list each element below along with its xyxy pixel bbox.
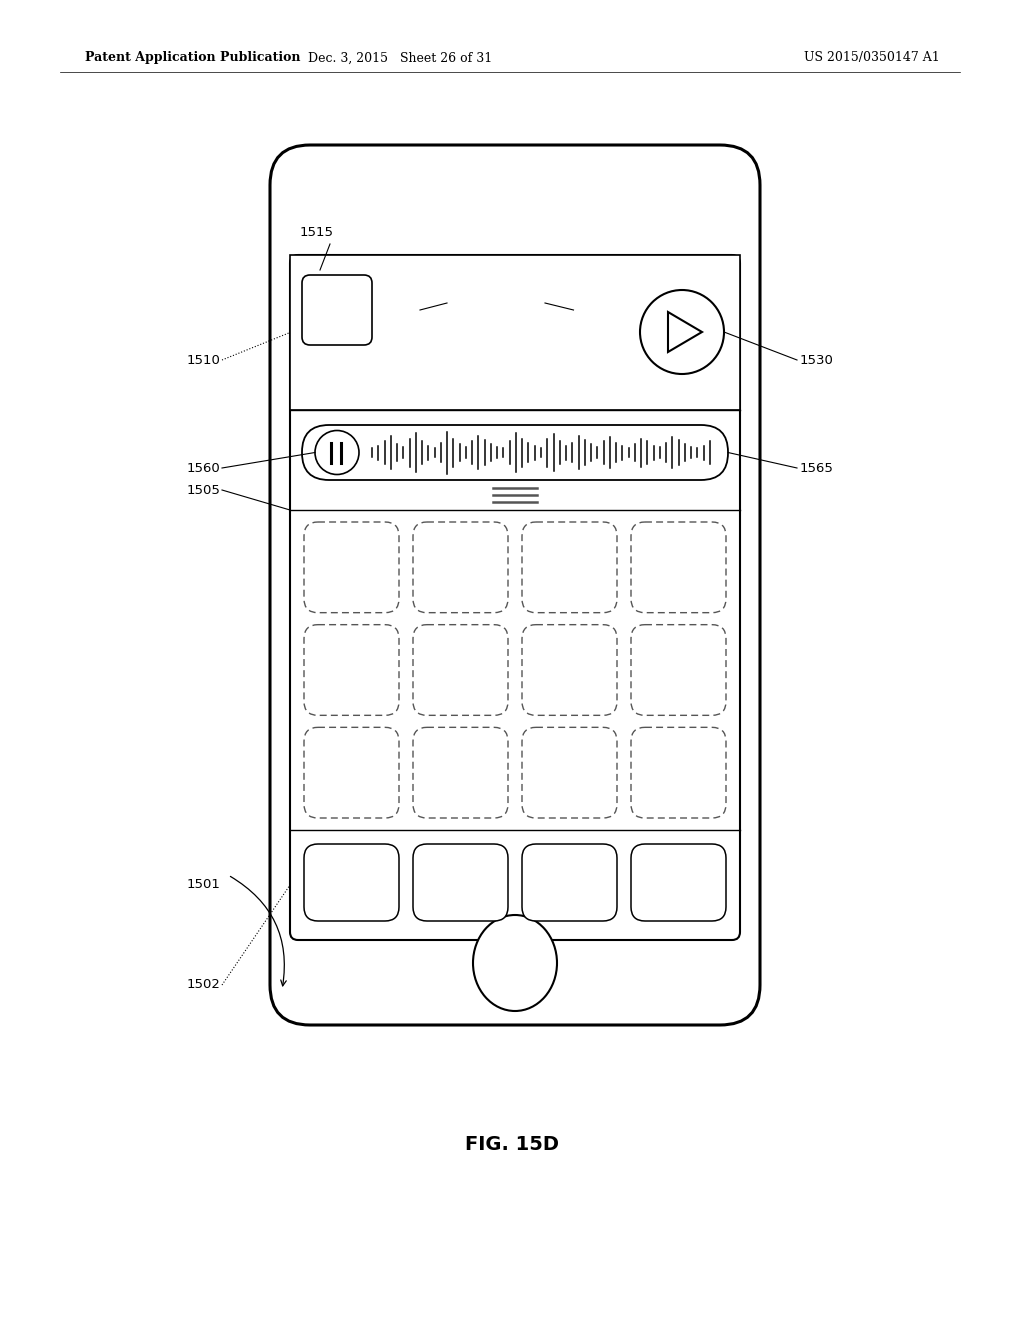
FancyBboxPatch shape <box>413 727 508 818</box>
Text: 1510: 1510 <box>186 354 220 367</box>
Text: 1502: 1502 <box>186 978 220 991</box>
Text: US 2015/0350147 A1: US 2015/0350147 A1 <box>804 51 940 65</box>
FancyBboxPatch shape <box>290 255 740 940</box>
FancyBboxPatch shape <box>631 521 726 612</box>
FancyBboxPatch shape <box>413 843 508 921</box>
Circle shape <box>315 430 359 474</box>
Text: 1:27: 1:27 <box>556 322 591 338</box>
Text: 1525: 1525 <box>528 286 562 300</box>
FancyBboxPatch shape <box>304 843 399 921</box>
FancyBboxPatch shape <box>522 727 617 818</box>
Circle shape <box>640 290 724 374</box>
FancyBboxPatch shape <box>302 425 728 480</box>
Text: 1520: 1520 <box>430 286 464 300</box>
Text: John Doe: John Doe <box>390 300 466 314</box>
FancyBboxPatch shape <box>304 521 399 612</box>
FancyBboxPatch shape <box>522 843 617 921</box>
Text: 1530: 1530 <box>800 354 834 367</box>
FancyBboxPatch shape <box>522 624 617 715</box>
FancyBboxPatch shape <box>413 624 508 715</box>
FancyBboxPatch shape <box>631 843 726 921</box>
FancyBboxPatch shape <box>304 727 399 818</box>
FancyBboxPatch shape <box>522 521 617 612</box>
Text: Dec. 3, 2015   Sheet 26 of 31: Dec. 3, 2015 Sheet 26 of 31 <box>308 51 493 65</box>
Text: 1560: 1560 <box>186 462 220 474</box>
FancyBboxPatch shape <box>302 275 372 345</box>
Text: 1501: 1501 <box>186 879 220 891</box>
Text: Audio message: Audio message <box>390 347 502 363</box>
Text: 1565: 1565 <box>800 462 834 474</box>
FancyBboxPatch shape <box>631 624 726 715</box>
FancyBboxPatch shape <box>413 521 508 612</box>
FancyBboxPatch shape <box>304 624 399 715</box>
Bar <box>290 255 740 411</box>
Text: 1505: 1505 <box>186 483 220 496</box>
Text: FIG. 15D: FIG. 15D <box>465 1135 559 1155</box>
Ellipse shape <box>473 915 557 1011</box>
Text: Patent Application Publication: Patent Application Publication <box>85 51 300 65</box>
FancyBboxPatch shape <box>270 145 760 1026</box>
Text: 1515: 1515 <box>300 226 334 239</box>
FancyBboxPatch shape <box>631 727 726 818</box>
